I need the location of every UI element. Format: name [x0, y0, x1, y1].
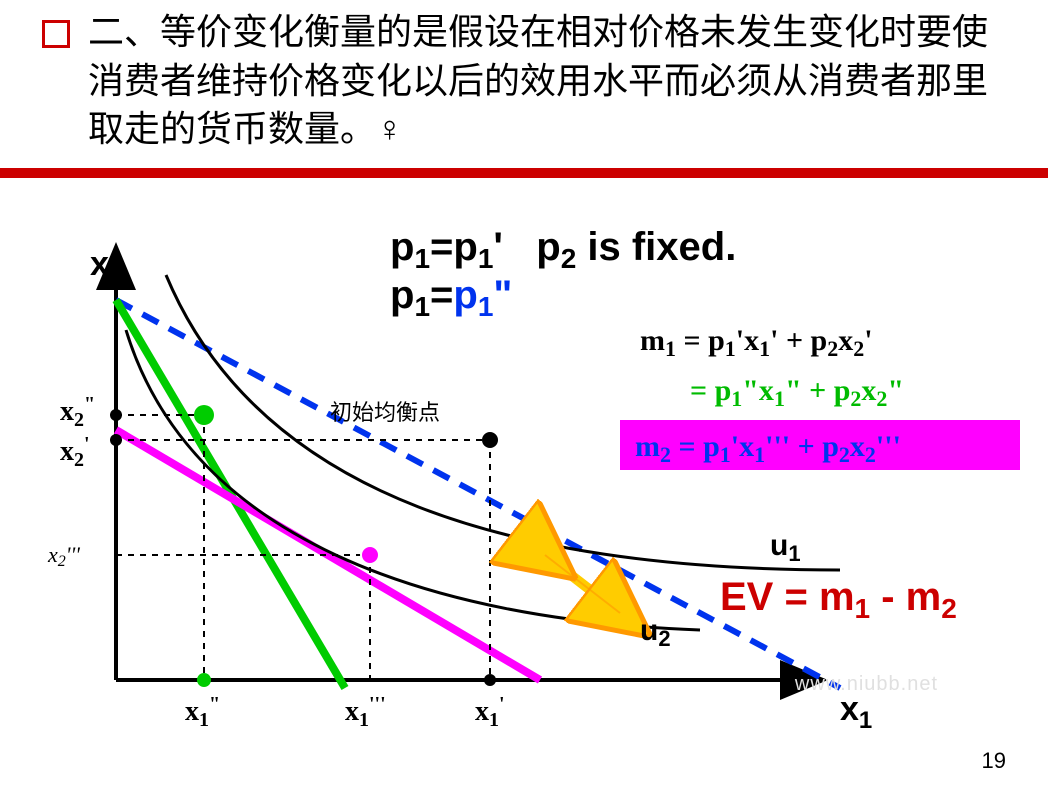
slide: 二、等价变化衡量的是假设在相对价格未发生变化时要使消费者维持价格变化以后的效用水… [0, 0, 1048, 786]
label-u2: u2 [640, 614, 671, 651]
point-x1p-axis [484, 674, 496, 686]
point-magenta [361, 546, 379, 564]
diagram-svg: x2 x1 x2" x2' x2''' x1" x1''' x1' u1 u2 … [0, 0, 1048, 786]
point-x2pp-axis [110, 409, 122, 421]
tick-x2pp: x2" [60, 393, 95, 431]
point-x2p-axis [110, 434, 122, 446]
annotation-initial: 初始均衡点 [330, 400, 440, 425]
point-initial [482, 432, 498, 448]
ev-arrow-outline [545, 555, 620, 613]
eq-p1-line2a: p1=p1" [390, 273, 512, 322]
slide-number: 19 [982, 748, 1006, 774]
tick-x1ppp: x1''' [345, 693, 386, 731]
curve-u2 [126, 330, 700, 630]
eq-ev: EV = m1 - m2 [720, 575, 957, 624]
tick-x2ppp: x2''' [47, 542, 80, 570]
watermark: www.niubb.net [795, 673, 938, 696]
tick-x1p: x1' [475, 693, 505, 731]
x-axis-label: x1 [840, 690, 872, 734]
eq-p1-line1: p1=p1' p2 is fixed. [390, 225, 736, 274]
tick-x1pp: x1" [185, 693, 220, 731]
point-x1pp-axis [197, 673, 211, 687]
eq-m1-line1: m1 = p1'x1' + p2x2' [640, 324, 873, 361]
eq-m2: m2 = p1'x1''' + p2x2''' [635, 430, 901, 467]
point-green-tangent [194, 405, 214, 425]
eq-m1-line2: = p1"x1" + p2x2" [690, 374, 904, 411]
label-u1: u1 [770, 529, 801, 566]
tick-x2p: x2' [60, 433, 90, 471]
